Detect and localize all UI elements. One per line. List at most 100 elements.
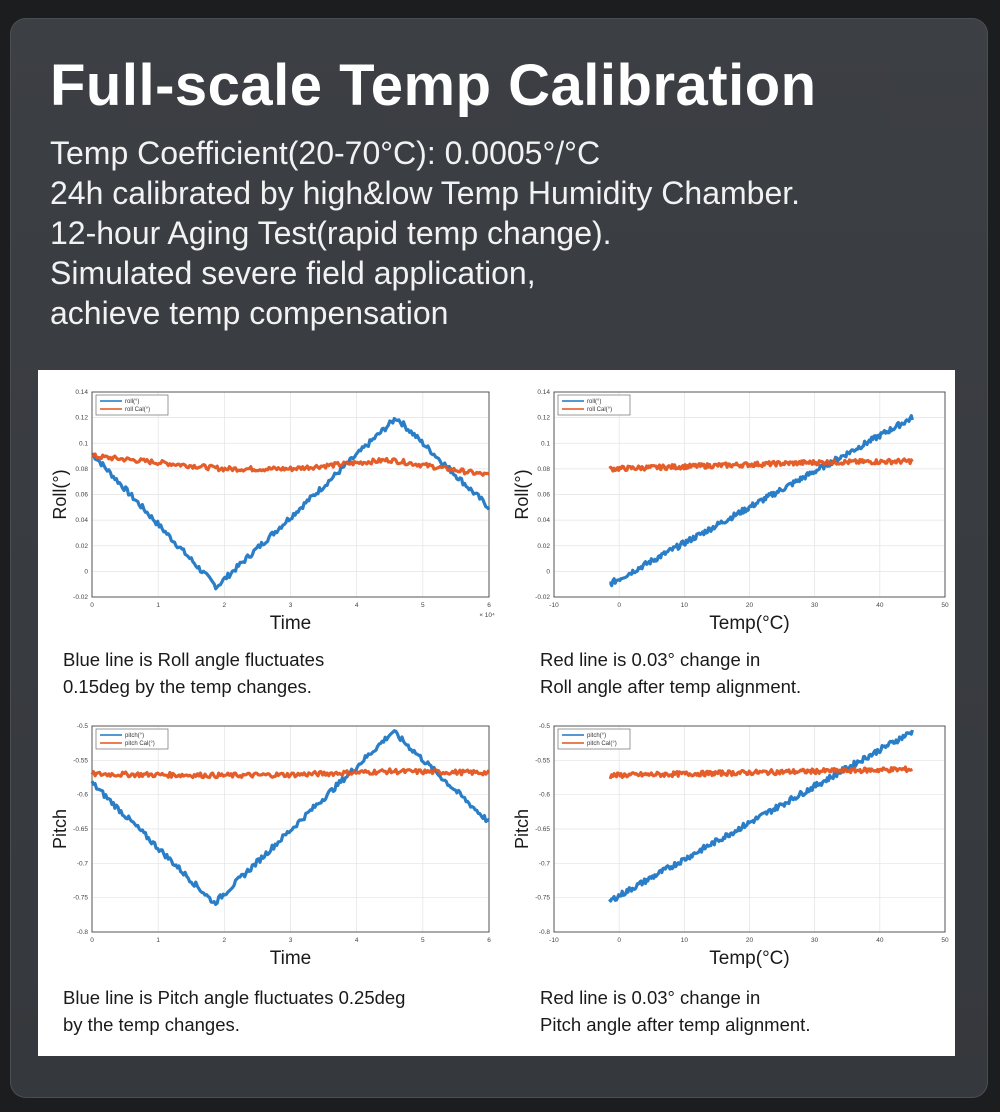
y-tick-label: -0.7 — [539, 860, 551, 867]
x-tick-label: 40 — [876, 937, 884, 944]
chart-0: 0 1 2 3 4 5 6-0.0200.020.040.060.080.10.120.14… — [50, 389, 495, 634]
legend-label: roll(°) — [587, 399, 601, 405]
x-tick-label: 30 — [811, 937, 819, 944]
y-tick-label: 0 — [546, 568, 550, 575]
x-tick-label: 0 — [90, 937, 94, 944]
series-line — [91, 452, 490, 477]
legend-label: pitch(°) — [125, 733, 144, 739]
y-tick-label: 0.06 — [75, 492, 88, 499]
series-line — [608, 414, 914, 588]
y-tick-label: 0.14 — [537, 389, 550, 396]
caption-line: Red line is 0.03° change in — [540, 649, 761, 670]
plot-frame — [553, 725, 946, 933]
x-tick-label: 5 — [421, 937, 425, 944]
caption-line: Red line is 0.03° change in — [540, 987, 761, 1008]
series-line — [91, 416, 491, 591]
description-line: 24h calibrated by high&low Temp Humidity… — [50, 175, 801, 211]
series-line — [90, 729, 490, 907]
x-tick-label: 50 — [941, 937, 949, 944]
y-tick-label: 0.12 — [75, 415, 88, 422]
caption-line: Pitch angle after temp alignment. — [540, 1014, 811, 1035]
y-tick-label: -0.8 — [539, 929, 551, 936]
plot-frame — [91, 391, 490, 598]
caption-line: Blue line is Pitch angle fluctuates 0.25… — [63, 987, 406, 1008]
description-line: Temp Coefficient(20-70°C): 0.0005°/°C — [50, 135, 601, 171]
y-tick-label: 0.1 — [79, 440, 88, 447]
y-tick-label: 0.08 — [537, 466, 550, 473]
legend-box — [95, 728, 169, 750]
y-tick-label: -0.02 — [535, 594, 550, 601]
legend-label: roll Cal(°) — [125, 407, 150, 413]
y-axis-label: Roll(°) — [50, 469, 70, 519]
y-tick-label: -0.75 — [73, 895, 88, 902]
y-tick-label: 0.04 — [537, 517, 550, 524]
x-axis-label: Time — [270, 948, 312, 969]
description-line: achieve temp compensation — [50, 295, 449, 331]
x-tick-label: 2 — [223, 602, 227, 609]
description: Temp Coefficient(20-70°C): 0.0005°/°C 24… — [50, 133, 800, 333]
y-axis-label: Pitch — [50, 809, 70, 849]
legend: roll(°) roll Cal(°) — [557, 394, 631, 416]
caption-pitch-time: Blue line is Pitch angle fluctuates 0.25… — [63, 984, 405, 1038]
y-tick-label: -0.75 — [535, 895, 550, 902]
chart-1: -10 0 10 20 30 40 50 -0.02 0 0.02 0.04 0.06 0.08 0.1 0… — [512, 389, 949, 634]
x-tick-label: 40 — [876, 602, 884, 609]
y-axis-label: Roll(°) — [512, 469, 532, 519]
y-tick-label: -0.02 — [73, 594, 88, 601]
plot-frame — [553, 391, 946, 598]
x-multiplier: × 10⁴ — [479, 612, 495, 619]
series-line — [608, 457, 914, 473]
x-tick-label: 20 — [746, 602, 754, 609]
y-tick-label: 0.14 — [75, 389, 88, 396]
plot-frame — [91, 725, 490, 933]
x-tick-label: 30 — [811, 602, 819, 609]
y-tick-label: 0 — [84, 568, 88, 575]
y-tick-label: -0.55 — [535, 757, 550, 764]
caption-line: by the temp changes. — [63, 1014, 240, 1035]
y-tick-label: -0.6 — [539, 792, 551, 799]
page-title: Full-scale Temp Calibration — [50, 53, 817, 118]
legend: roll(°) roll Cal(°) — [95, 394, 169, 416]
y-tick-label: -0.65 — [73, 826, 88, 833]
x-tick-label: 20 — [746, 937, 754, 944]
chart-2: 0 1 2 3 4 5 6 -0.8 -0.75 -0.7 -0.65 -0.6 -0.55 -0.5 Ti… — [50, 723, 491, 969]
x-tick-label: 4 — [355, 937, 359, 944]
x-tick-label: 50 — [941, 602, 949, 609]
x-tick-label: 1 — [156, 602, 160, 609]
x-tick-label: 10 — [681, 937, 689, 944]
chart-3: -10 0 10 20 30 40 50 -0.8 -0.75 -0.7 -0.65 -0.6 -0.5… — [512, 723, 949, 969]
x-tick-label: 5 — [421, 602, 425, 609]
y-tick-label: 0.06 — [537, 492, 550, 499]
x-tick-label: 3 — [289, 937, 293, 944]
y-tick-label: 0.02 — [537, 543, 550, 550]
legend-label: pitch Cal(°) — [587, 741, 617, 747]
description-line: 12-hour Aging Test(rapid temp change). — [50, 215, 612, 251]
series-line — [90, 767, 491, 780]
charts-panel: 0 1 2 3 4 5 6 -0.02 0 0.02 0.04 0.06 0.08 0.1 0.12 0.14… — [38, 370, 955, 1056]
description-line: Simulated severe field application, — [50, 255, 536, 291]
x-tick-label: 0 — [90, 602, 94, 609]
caption-pitch-temp: Red line is 0.03° change in Pitch angle … — [540, 984, 810, 1038]
y-tick-label: -0.7 — [77, 860, 89, 867]
x-axis-label: Temp(°C) — [709, 948, 789, 969]
x-tick-label: 6 — [487, 602, 491, 609]
series-line — [608, 729, 914, 903]
x-tick-label: -10 — [549, 602, 559, 609]
legend-box — [557, 394, 631, 416]
y-tick-label: 0.1 — [541, 440, 550, 447]
y-tick-label: 0.12 — [537, 415, 550, 422]
y-tick-label: 0.04 — [75, 517, 88, 524]
x-axis-label: Temp(°C) — [709, 613, 789, 634]
caption-line: Blue line is Roll angle fluctuates — [63, 649, 325, 670]
x-axis-label: Time — [270, 613, 312, 634]
caption-roll-temp: Red line is 0.03° change in Roll angle a… — [540, 646, 801, 700]
x-tick-label: 0 — [617, 937, 621, 944]
y-tick-label: 0.08 — [75, 466, 88, 473]
legend-label: roll(°) — [125, 399, 139, 405]
y-tick-label: -0.5 — [539, 723, 551, 730]
x-tick-label: 1 — [156, 937, 160, 944]
caption-line: 0.15deg by the temp changes. — [63, 676, 312, 697]
legend-label: roll Cal(°) — [587, 407, 612, 413]
x-tick-label: 3 — [289, 602, 293, 609]
legend-label: pitch(°) — [587, 733, 606, 739]
